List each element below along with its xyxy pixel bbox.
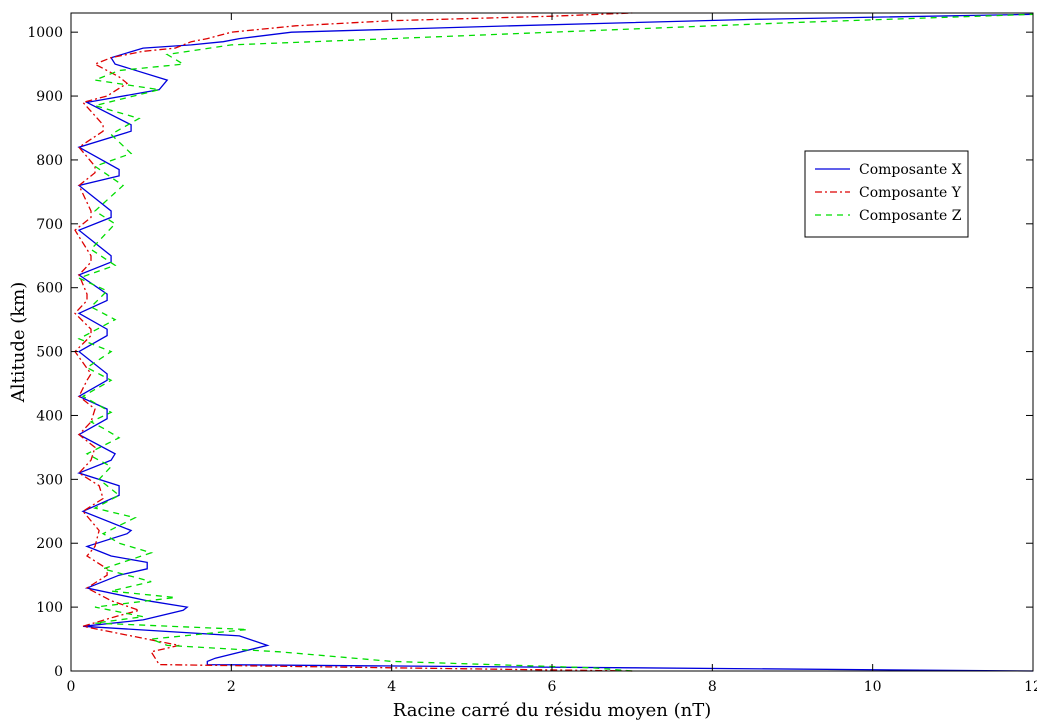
x-axis-label: Racine carré du résidu moyen (nT) [393,700,712,721]
series-line-3 [77,13,1034,672]
series-layer [74,12,1034,672]
y-tick-label: 200 [36,536,63,552]
legend-label-1: Composante X [859,162,962,178]
y-axis-label: Altitude (km) [8,282,29,404]
x-tick-label: 12 [1024,679,1037,695]
legend-label-2: Composante Y [859,185,962,201]
y-tick-label: 500 [36,345,63,361]
y-tick-label: 1000 [27,25,63,41]
y-tick-label: 400 [36,408,63,424]
y-tick-label: 900 [36,89,63,105]
ticks-layer: 0 2 4 6 8 10 12 0 100 200 300 400 500 600 700 800 900 100… [27,13,1037,695]
plot-frame [70,12,1034,672]
y-tick-label: 800 [36,153,63,169]
x-tick-label: 6 [548,679,557,695]
y-tick-label: 300 [36,472,63,488]
y-tick-label: 700 [36,217,63,233]
series-line-2 [74,12,633,672]
x-tick-label: 10 [864,679,882,695]
series-line-1 [77,13,1034,672]
x-tick-label: 0 [67,679,76,695]
x-tick-label: 2 [227,679,236,695]
y-tick-label: 600 [36,281,63,297]
legend-label-3: Composante Z [859,208,962,224]
y-tick-label: 100 [36,600,63,616]
legend: Composante X Composante Y Composante Z [804,150,969,238]
y-tick-label: 0 [54,664,63,680]
x-tick-label: 8 [708,679,717,695]
legend-box [804,150,969,238]
x-tick-label: 4 [387,679,396,695]
